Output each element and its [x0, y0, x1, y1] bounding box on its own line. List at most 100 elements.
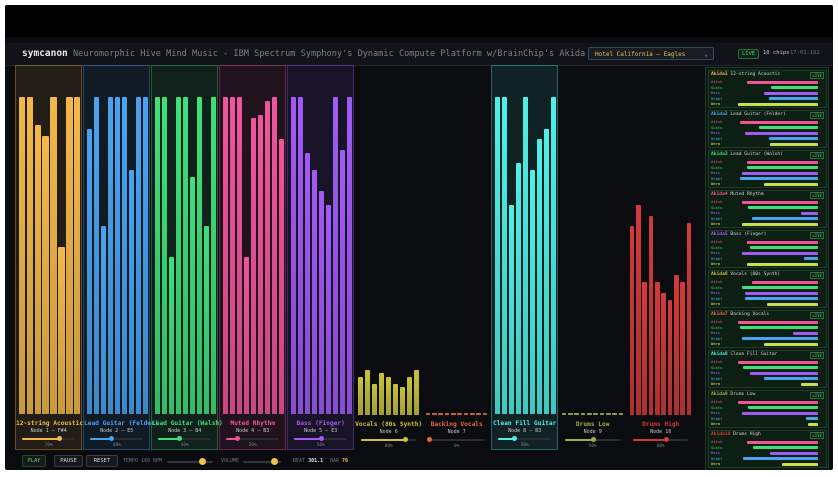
volume-slider-knob[interactable]	[271, 458, 279, 465]
volume-label: VOLUME	[221, 458, 240, 464]
channel-percent: 30%	[520, 443, 529, 448]
slider-knob[interactable]	[109, 436, 115, 441]
channel-9[interactable]: Drums Low Node 9 50%	[559, 65, 626, 450]
param-bar	[801, 211, 818, 215]
level-bar	[392, 383, 399, 415]
channel-volume-slider[interactable]	[498, 436, 552, 441]
channel-4[interactable]: Muted Rhythm Node 4 — B3 20%	[219, 65, 287, 450]
play-button[interactable]: PLAY	[22, 455, 46, 467]
level-bar	[515, 163, 522, 414]
slider-knob[interactable]	[403, 437, 409, 442]
channel-volume-slider[interactable]	[361, 437, 417, 442]
node-label: Muted Rhythm	[730, 192, 764, 197]
channel-2[interactable]: Lead Guitar (Felder) Node 2 — E5 40%	[83, 65, 159, 450]
slider-fill	[498, 438, 515, 440]
node-label: 12-string Acoustic	[730, 72, 781, 77]
level-bar	[522, 97, 529, 414]
channel-bars	[84, 66, 149, 414]
channel-volume-slider[interactable]	[427, 437, 485, 442]
channel-volume-slider[interactable]	[294, 436, 348, 441]
node-param-row: Brght	[711, 376, 826, 381]
channel-8[interactable]: Clean Fill Guitar Node 8 — B3 30%	[491, 65, 559, 450]
param-bar	[770, 451, 818, 455]
param-label: Sustn	[711, 324, 723, 330]
param-bar	[739, 120, 818, 124]
song-select[interactable]: Hotel California — Eagles ⌄	[588, 47, 714, 60]
slider-knob[interactable]	[664, 437, 670, 442]
param-bar	[739, 177, 818, 180]
param-label: Bass	[711, 330, 721, 335]
level-bar	[18, 97, 25, 414]
chip-count: 10 chips	[763, 50, 790, 56]
param-label: Sustn	[711, 84, 723, 90]
level-bar	[482, 413, 488, 415]
slider-knob[interactable]	[234, 436, 240, 441]
param-label: Sustn	[711, 404, 723, 410]
level-bar	[279, 139, 285, 414]
slider-knob[interactable]	[318, 436, 324, 441]
pause-button[interactable]: PAUSE	[54, 455, 83, 467]
param-label: Attck	[711, 159, 723, 164]
slider-knob[interactable]	[590, 437, 596, 442]
node-card: Akida7 Backing Vocals LIVE Attck Sustn Bass B…	[708, 310, 827, 348]
channel-bars	[627, 65, 694, 415]
slider-knob[interactable]	[427, 437, 432, 442]
slider-fill	[226, 438, 237, 440]
level-bar	[364, 369, 371, 415]
param-bar	[782, 462, 818, 466]
level-bar	[107, 97, 114, 414]
level-bar	[451, 413, 456, 415]
tempo-slider-knob[interactable]	[198, 458, 206, 465]
param-bar	[746, 240, 818, 244]
reset-button[interactable]: RESET	[86, 455, 118, 467]
channel-bars	[423, 65, 490, 415]
channel-volume-slider[interactable]	[158, 436, 212, 441]
node-param-row: Brght	[711, 295, 826, 301]
tempo-slider[interactable]	[167, 458, 213, 465]
channel-volume-slider[interactable]	[226, 436, 280, 441]
slider-knob[interactable]	[57, 436, 63, 441]
param-bar	[738, 320, 818, 324]
slider-fill	[158, 438, 180, 440]
node-id: Akida7	[711, 312, 728, 317]
channel-5[interactable]: Bass (Finger) Node 5 — E3 50%	[287, 65, 355, 450]
channel-1[interactable]: 12-string Acoustic Node 1 — F#4 70%	[15, 65, 83, 450]
node-card: Akida6 Vocals (80s Synth) LIVE Attck Sustn B…	[708, 270, 827, 308]
level-bar	[425, 413, 431, 415]
channel-bars	[492, 66, 557, 414]
channel-10[interactable]: Drums High Node 10 60%	[627, 65, 694, 450]
channel-7[interactable]: Backing Vocals Node 7 0%	[423, 65, 490, 450]
channel-6[interactable]: Vocals (80s Synth) Node 6 80%	[355, 65, 422, 450]
param-label: Bass	[711, 250, 721, 255]
level-bar	[100, 226, 107, 414]
level-bar	[154, 97, 161, 414]
level-bar	[587, 413, 592, 415]
node-param-row: Sustn	[711, 445, 826, 450]
level-bar	[648, 215, 654, 415]
param-label: Warm	[711, 461, 721, 466]
channel-volume-slider[interactable]	[633, 437, 689, 442]
channel-bars	[152, 66, 217, 414]
param-label: Brght	[711, 295, 723, 301]
param-bar	[746, 160, 818, 164]
node-param-row: Brght	[711, 456, 826, 461]
channel-node: Node 5 — E3	[304, 428, 338, 434]
channel-node: Node 9	[583, 429, 602, 435]
channel-volume-slider[interactable]	[90, 436, 144, 441]
level-bar	[561, 413, 567, 415]
slider-knob[interactable]	[177, 436, 183, 441]
bar-label: BAR	[330, 458, 340, 464]
level-bar	[494, 97, 501, 414]
param-bar	[801, 382, 818, 386]
level-bar	[143, 97, 149, 414]
node-card: Akida8 Clean Fill Guitar LIVE Attck Sustn Ba…	[708, 350, 827, 388]
channel-volume-slider[interactable]	[565, 437, 621, 442]
channel-3[interactable]: Lead Guitar (Walsh) Node 3 — B4 40%	[151, 65, 223, 450]
level-bar	[463, 413, 469, 415]
param-label: Attck	[711, 359, 723, 364]
volume-slider[interactable]	[243, 458, 281, 465]
slider-knob[interactable]	[512, 436, 518, 441]
param-label: Bass	[711, 450, 721, 455]
channel-volume-slider[interactable]	[22, 436, 76, 441]
level-bar	[470, 413, 475, 415]
